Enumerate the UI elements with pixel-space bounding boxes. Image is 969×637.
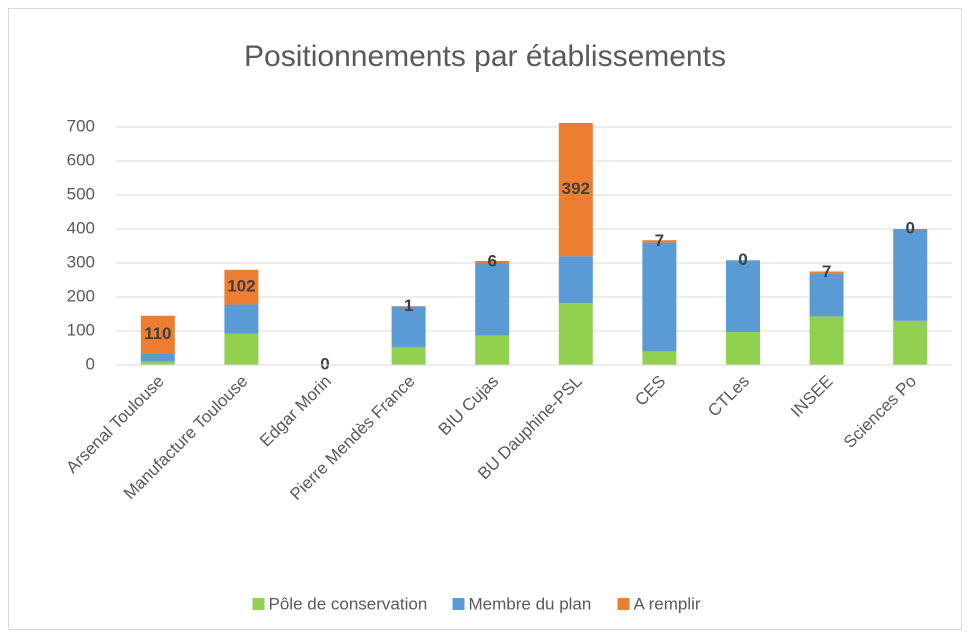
bar-segment: [558, 256, 593, 304]
bar-segment: [893, 229, 928, 321]
data-label: 1: [404, 296, 413, 315]
bar-segment: [391, 347, 426, 365]
chart-title: Positionnements par établissements: [244, 40, 726, 73]
bar-segment: [809, 316, 844, 365]
legend-swatch: [452, 598, 465, 610]
bar-segment: [893, 320, 928, 365]
bar-segment: [475, 260, 510, 263]
bar-segment: [642, 351, 677, 365]
bar-segment: [809, 271, 844, 274]
data-label: 6: [487, 251, 496, 270]
legend-label: A remplir: [634, 594, 701, 613]
data-label: 7: [822, 262, 831, 281]
bar-segment: [140, 315, 175, 354]
bar-segment: [726, 332, 760, 365]
legend-swatch: [617, 598, 630, 610]
data-label: 392: [562, 179, 590, 198]
bar-segment: [140, 361, 175, 365]
y-tick-label: 400: [67, 218, 95, 237]
data-label: 110: [144, 324, 171, 343]
y-tick-label: 300: [67, 252, 95, 271]
bar-segment: [224, 333, 259, 365]
y-tick-label: 700: [67, 116, 95, 135]
bar-segment: [642, 240, 677, 243]
bar-segment: [558, 303, 593, 365]
legend-label: Pôle de conservation: [269, 594, 428, 613]
bar-segment: [475, 263, 510, 336]
bar-segment: [224, 269, 259, 305]
data-label: 0: [905, 218, 914, 237]
y-tick-label: 500: [67, 184, 95, 203]
y-tick-label: 0: [86, 354, 95, 373]
bar-segment: [809, 273, 844, 317]
bar-segment: [558, 122, 593, 257]
legend-swatch: [252, 598, 265, 610]
data-label: 0: [738, 250, 747, 269]
bar-segment: [140, 353, 175, 362]
bar-segment: [391, 306, 426, 348]
y-tick-label: 100: [67, 320, 95, 339]
legend-label: Membre du plan: [469, 594, 592, 613]
y-tick-label: 200: [67, 286, 95, 305]
bar-segment: [726, 260, 760, 333]
bar-segment: [475, 335, 510, 365]
data-label: 7: [655, 231, 664, 250]
data-label: 102: [227, 277, 255, 296]
bar-segment: [642, 242, 677, 352]
y-tick-label: 600: [67, 150, 95, 169]
data-label: 0: [320, 354, 329, 373]
bar-segment: [224, 304, 259, 334]
